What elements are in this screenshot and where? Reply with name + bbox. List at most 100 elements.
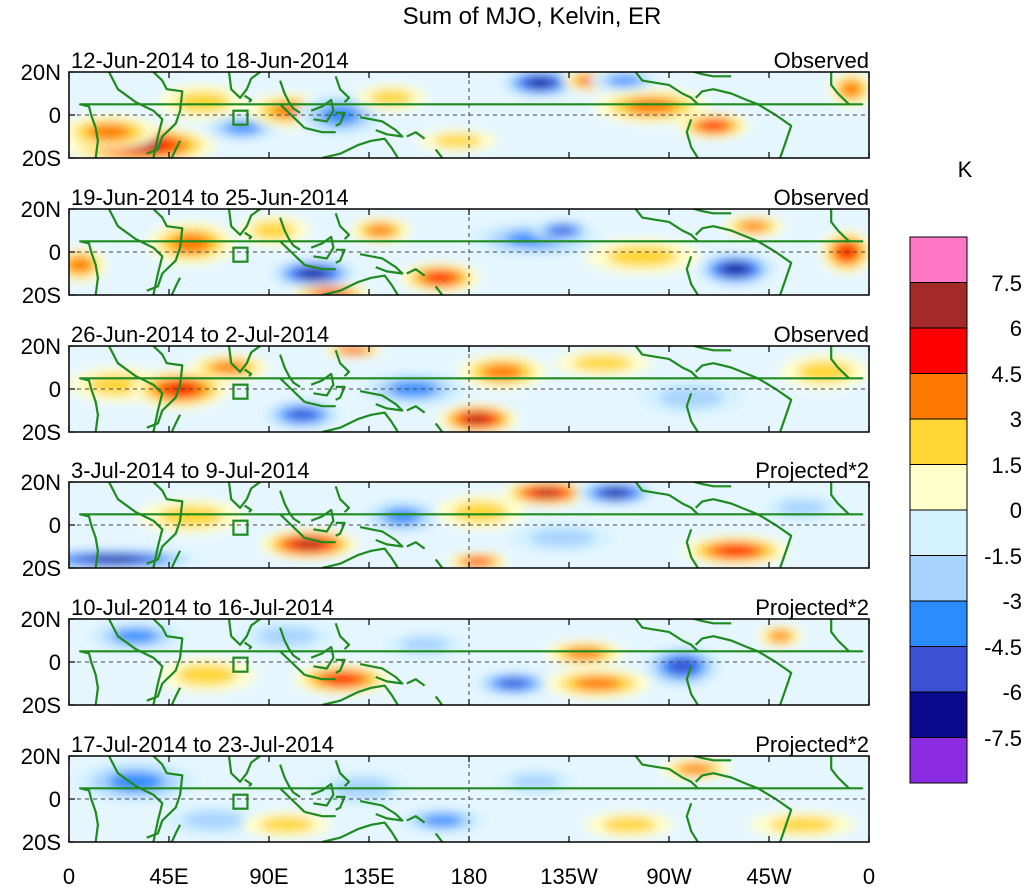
coastline <box>634 619 699 653</box>
coastline <box>335 521 346 537</box>
coastline <box>279 354 301 388</box>
coastline <box>243 778 253 787</box>
panel-type-label: Observed <box>774 185 869 210</box>
coastline <box>170 824 182 842</box>
coastline <box>108 756 164 842</box>
coastline <box>335 248 346 264</box>
colorbar-swatch <box>909 600 968 647</box>
coastline <box>322 547 399 568</box>
region-box <box>232 793 249 810</box>
colorbar-tick-label: 6 <box>1010 316 1022 341</box>
coastline <box>359 116 404 138</box>
lon-label: 135W <box>540 864 598 889</box>
coastline <box>322 274 399 295</box>
coastline <box>694 498 793 568</box>
coastline <box>243 504 253 513</box>
coastline <box>406 678 426 687</box>
anomaly-contour <box>174 91 230 113</box>
coastline <box>108 346 164 432</box>
colorbar-swatch <box>909 646 968 693</box>
coastline <box>406 815 426 824</box>
map-panel: 20N 0 20S 17-Jul-2014 to 23-Jul-2014 Project… <box>21 732 870 855</box>
panel-date-range: 10-Jul-2014 to 16-Jul-2014 <box>71 595 334 620</box>
anomaly-contour <box>426 272 455 284</box>
coastline <box>694 635 793 705</box>
coastline <box>359 253 404 275</box>
panel-type-label: Projected*2 <box>755 595 869 620</box>
map-panel: 20N 0 20S 10-Jul-2014 to 16-Jul-2014 Project… <box>21 595 870 718</box>
colorbar-swatch <box>909 691 968 738</box>
anomaly-contour <box>183 811 244 830</box>
coastline <box>170 550 182 568</box>
colorbar-tick-label: 4.5 <box>991 362 1022 387</box>
anomaly-contour <box>572 355 633 372</box>
colorbar-swatch <box>909 464 968 511</box>
coastline <box>279 650 306 676</box>
lon-label: 45E <box>149 864 188 889</box>
colorbar-swatch <box>909 418 968 465</box>
anomaly-contour <box>604 489 628 497</box>
colorbar-swatch <box>909 737 968 784</box>
anomaly-contour <box>366 224 394 237</box>
region-box <box>232 519 249 536</box>
anomaly-contour <box>499 679 528 688</box>
coastline <box>434 558 444 568</box>
coastline <box>334 349 351 377</box>
lat-label: 0 <box>49 377 61 402</box>
coastline <box>335 795 346 811</box>
map-panel: 20N 0 20S 12-Jun-2014 to 18-Jun-2014 Observe… <box>21 48 870 171</box>
coastline <box>146 209 184 292</box>
coastline <box>694 88 793 158</box>
coastline <box>406 405 426 414</box>
lat-label: 20S <box>22 693 61 718</box>
colorbar-tick-label: -3 <box>1002 589 1022 614</box>
lat-label: 20N <box>21 334 61 359</box>
colorbar-tick-label: -6 <box>1002 680 1022 705</box>
coastline <box>78 72 864 158</box>
coastline <box>78 482 864 568</box>
anomaly-contour <box>256 626 317 646</box>
anomaly-contour <box>88 556 139 563</box>
coastlines <box>78 482 864 568</box>
coastline <box>170 277 182 295</box>
lon-label: 0 <box>863 864 875 889</box>
coastline <box>406 268 426 277</box>
anomaly-contour <box>769 816 836 833</box>
coastline <box>685 392 699 432</box>
map-panel: 20N 0 20S 3-Jul-2014 to 9-Jul-2014 Projected… <box>21 458 870 581</box>
region-box <box>232 383 249 400</box>
coastline <box>227 346 261 373</box>
anomaly-field <box>69 215 869 295</box>
coastline <box>78 209 864 295</box>
coastline <box>279 764 301 798</box>
anomaly-contour <box>158 505 225 527</box>
lat-label: 0 <box>49 650 61 675</box>
anomaly-contour <box>841 81 862 97</box>
coastline <box>170 140 182 158</box>
coastline <box>146 346 184 429</box>
coastlines <box>78 346 864 432</box>
anomaly-contour <box>325 673 360 685</box>
anomaly-contour <box>399 636 450 653</box>
panel-type-label: Projected*2 <box>755 732 869 757</box>
lat-label: 20S <box>22 556 61 581</box>
coastline <box>685 665 699 705</box>
coastline <box>669 756 732 762</box>
anomaly-contour <box>668 658 697 674</box>
map-panel: 20N 0 20S 26-Jun-2014 to 2-Jul-2014 Observed <box>21 322 870 445</box>
lon-label: 45W <box>746 864 791 889</box>
coastline <box>322 821 399 842</box>
coastline <box>694 225 793 295</box>
coastline <box>108 619 164 705</box>
anomaly-contour <box>739 221 768 231</box>
coastline <box>279 490 301 524</box>
coastline <box>322 137 399 158</box>
anomaly-contour <box>87 124 131 140</box>
anomaly-contour <box>342 348 365 353</box>
anomaly-contour <box>422 814 463 827</box>
anomaly-contour <box>482 364 523 380</box>
panel-date-range: 17-Jul-2014 to 23-Jul-2014 <box>71 732 334 757</box>
lat-label: 20N <box>21 470 61 495</box>
coastline <box>146 619 184 702</box>
colorbar-swatch <box>909 282 968 329</box>
